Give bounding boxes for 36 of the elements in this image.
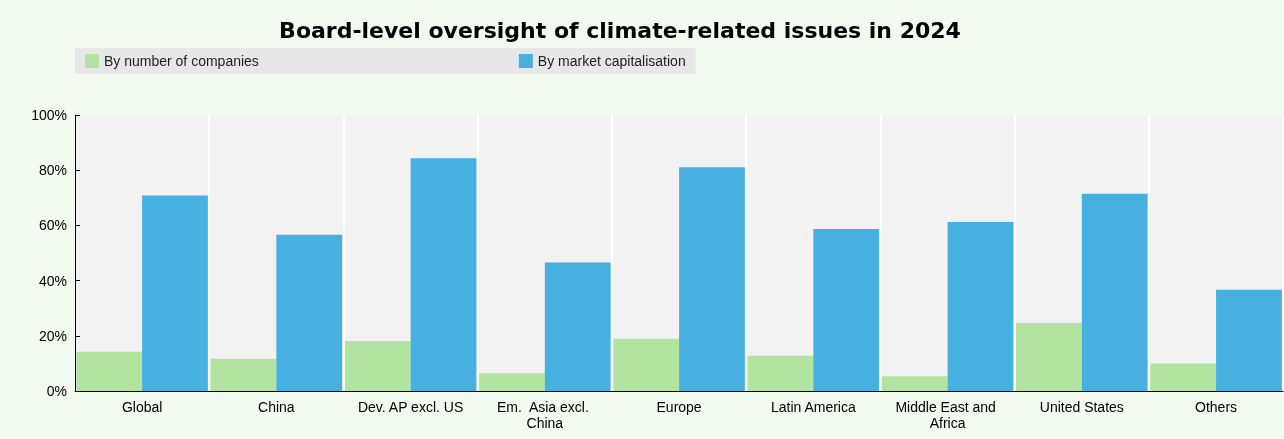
bar	[410, 158, 477, 391]
chart-title: Board-level oversight of climate-related issues in 2024	[279, 17, 961, 43]
y-tick-label: 100%	[31, 107, 67, 123]
bar	[142, 195, 208, 391]
legend-label: By market capitalisation	[537, 53, 686, 69]
bar	[210, 358, 277, 391]
x-tick-label: Dev. AP excl. US	[357, 399, 464, 415]
bar	[1150, 363, 1217, 391]
bar	[276, 234, 343, 391]
bar	[544, 262, 611, 391]
legend-label: By number of companies	[104, 53, 259, 69]
bar	[344, 341, 411, 391]
x-tick-label: United States	[1039, 399, 1124, 415]
bar	[76, 351, 143, 391]
bar	[881, 376, 948, 391]
bar	[1216, 289, 1282, 391]
x-tick-label: Latin America	[770, 399, 856, 415]
y-tick-label: 0%	[46, 383, 67, 399]
y-tick-label: 60%	[38, 217, 67, 234]
y-tick-label: 80%	[38, 162, 67, 179]
bar	[747, 355, 814, 391]
x-tick-label: Em. Asia excl. China	[496, 399, 593, 431]
bar	[1081, 193, 1148, 391]
bar	[613, 338, 680, 391]
x-tick-label: Global	[121, 399, 163, 415]
y-tick-label: 40%	[38, 272, 67, 289]
x-tick-label: Others	[1195, 399, 1238, 415]
bar	[479, 373, 545, 391]
bar	[679, 167, 745, 391]
x-tick-label: Middle East and Africa	[895, 399, 1000, 431]
bar	[947, 222, 1014, 391]
x-tick-label: Europe	[656, 399, 702, 415]
x-tick-label: China	[258, 399, 295, 415]
bar	[813, 228, 880, 391]
y-tick-label: 20%	[38, 327, 67, 344]
bar	[1016, 323, 1082, 391]
